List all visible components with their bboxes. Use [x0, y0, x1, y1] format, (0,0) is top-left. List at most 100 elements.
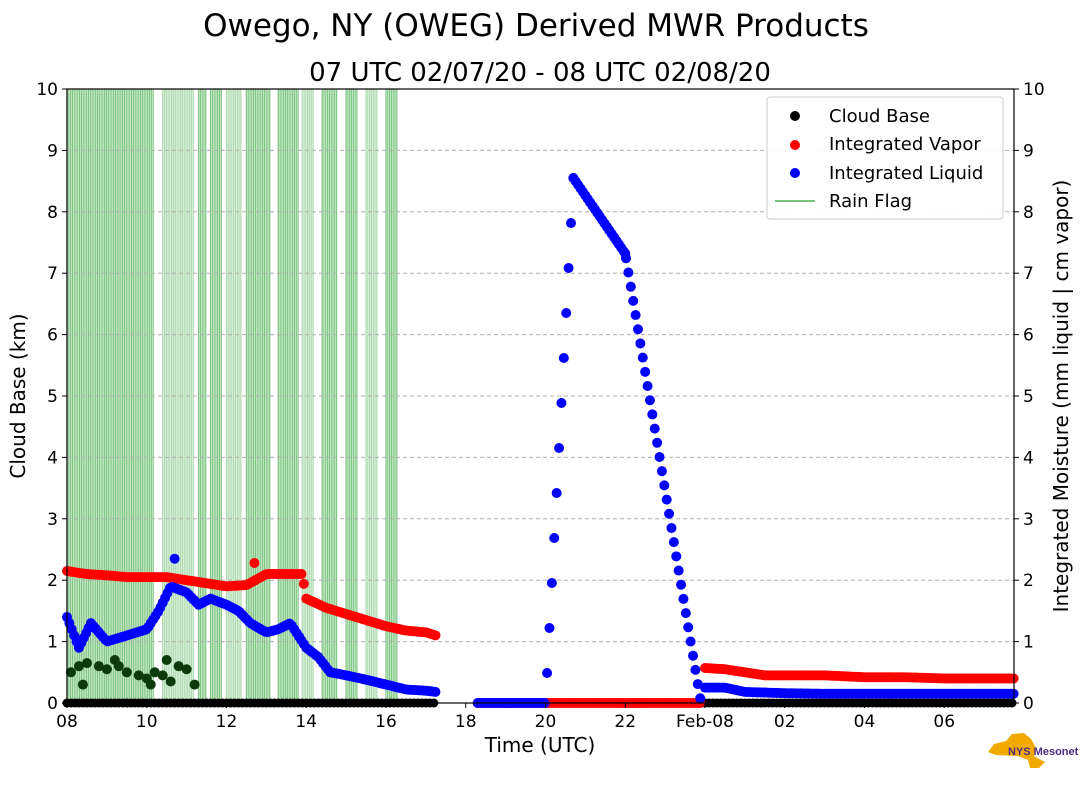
integrated-liquid-point: [644, 395, 655, 406]
legend-box: [766, 96, 1004, 220]
x-tick-label: 20: [535, 712, 557, 732]
integrated-liquid-point: [546, 578, 557, 589]
cloud-base-point: [145, 679, 156, 690]
y-tick-label-left: 5: [47, 387, 58, 407]
y-axis-label-left: Cloud Base (km): [6, 313, 30, 478]
cloud-base-point: [101, 664, 112, 675]
y-tick-label-left: 3: [47, 510, 58, 530]
integrated-liquid-point: [554, 443, 565, 454]
cloud-base-point: [133, 670, 144, 681]
integrated-liquid-point: [671, 551, 682, 562]
integrated-liquid-point: [673, 565, 684, 576]
cloud-base-point: [65, 667, 76, 678]
x-tick-label: 10: [136, 712, 158, 732]
integrated-liquid-point: [625, 281, 636, 292]
y-tick-label-left: 7: [47, 264, 58, 284]
y-tick-label-left: 6: [47, 326, 58, 346]
x-tick-label: 02: [774, 712, 796, 732]
integrated-liquid-point: [628, 295, 639, 306]
integrated-liquid-point: [654, 451, 665, 462]
integrated-liquid-point: [647, 409, 658, 420]
legend-marker-integrated-vapor: [790, 140, 800, 150]
integrated-liquid-point: [563, 263, 574, 274]
y-tick-label-right: 4: [1023, 448, 1034, 468]
integrated-liquid-point: [676, 579, 687, 590]
integrated-liquid-point: [620, 248, 631, 259]
cloud-base-point: [173, 661, 184, 672]
integrated-liquid-point: [664, 508, 675, 519]
y-tick-label-left: 1: [47, 633, 58, 653]
integrated-liquid-point: [549, 533, 560, 544]
cloud-base-point: [161, 655, 172, 666]
y-tick-label-left: 0: [47, 694, 58, 714]
y-tick-label-left: 2: [47, 571, 58, 591]
legend-label-rain-flag: Rain Flag: [829, 191, 912, 212]
cloud-base-point: [165, 676, 176, 687]
x-tick-label: 16: [375, 712, 397, 732]
nys-mesonet-logo: NYS Mesonet: [988, 733, 1079, 768]
cloud-base-point: [181, 664, 192, 675]
integrated-liquid-point: [551, 488, 562, 499]
integrated-liquid-point: [690, 664, 701, 675]
integrated-liquid-point: [430, 686, 441, 697]
x-tick-label: 04: [854, 712, 876, 732]
chart-title: Owego, NY (OWEG) Derived MWR Products: [203, 8, 869, 44]
x-axis-label: Time (UTC): [484, 733, 596, 757]
integrated-vapor-point: [298, 578, 309, 589]
y-tick-label-right: 3: [1023, 510, 1034, 530]
x-tick-label: 22: [614, 712, 636, 732]
legend-marker-integrated-liquid: [790, 168, 800, 178]
integrated-liquid-point: [652, 437, 663, 448]
integrated-liquid-point: [656, 466, 667, 477]
integrated-liquid-point: [666, 522, 677, 533]
y-tick-label-left: 4: [47, 448, 58, 468]
logo-text: NYS Mesonet: [1008, 746, 1079, 758]
integrated-liquid-point: [169, 553, 180, 564]
integrated-liquid-point: [556, 398, 567, 409]
x-tick-label: 14: [295, 712, 317, 732]
x-tick-label: 08: [56, 712, 78, 732]
cloud-base-point: [109, 655, 120, 666]
integrated-liquid-point: [680, 608, 691, 619]
integrated-liquid-point: [568, 173, 579, 184]
y-tick-label-right: 7: [1023, 264, 1034, 284]
cloud-base-point: [73, 661, 84, 672]
integrated-liquid-point: [635, 338, 646, 349]
legend-label-cloud-base: Cloud Base: [829, 106, 930, 127]
y-tick-label-right: 5: [1023, 387, 1034, 407]
integrated-liquid-point: [566, 218, 577, 229]
integrated-vapor-point: [296, 569, 307, 580]
legend-label-integrated-vapor: Integrated Vapor: [829, 134, 981, 155]
cloud-base-point: [77, 679, 88, 690]
cloud-base-point: [93, 661, 104, 672]
integrated-liquid-point: [668, 537, 679, 548]
integrated-liquid-point: [661, 494, 672, 505]
integrated-liquid-point: [642, 381, 653, 392]
x-tick-label: 12: [216, 712, 238, 732]
integrated-liquid-point: [561, 308, 572, 319]
new-york-state-icon: [988, 733, 1045, 768]
integrated-liquid-point: [695, 693, 706, 704]
y-tick-label-right: 10: [1023, 80, 1045, 100]
integrated-liquid-point: [683, 622, 694, 633]
legend-marker-cloud-base: [790, 111, 800, 121]
integrated-liquid-point: [544, 623, 555, 634]
y-axis-label-right: Integrated Moisture (mm liquid | cm vapo…: [1049, 180, 1073, 613]
integrated-vapor-point: [430, 630, 441, 641]
cloud-base-point: [157, 670, 168, 681]
y-tick-label-right: 0: [1023, 694, 1034, 714]
integrated-liquid-point: [640, 366, 651, 377]
legend-label-integrated-liquid: Integrated Liquid: [829, 163, 983, 184]
y-tick-label-right: 2: [1023, 571, 1034, 591]
integrated-liquid-point: [685, 636, 696, 647]
y-tick-label-right: 8: [1023, 203, 1034, 223]
integrated-liquid-point: [678, 593, 689, 604]
integrated-liquid-point: [659, 480, 670, 491]
y-tick-label-left: 10: [36, 80, 58, 100]
cloud-base-point: [81, 658, 92, 669]
gridlines: [67, 149, 1014, 643]
integrated-liquid-point: [630, 310, 641, 321]
cloud-base-point: [121, 667, 132, 678]
